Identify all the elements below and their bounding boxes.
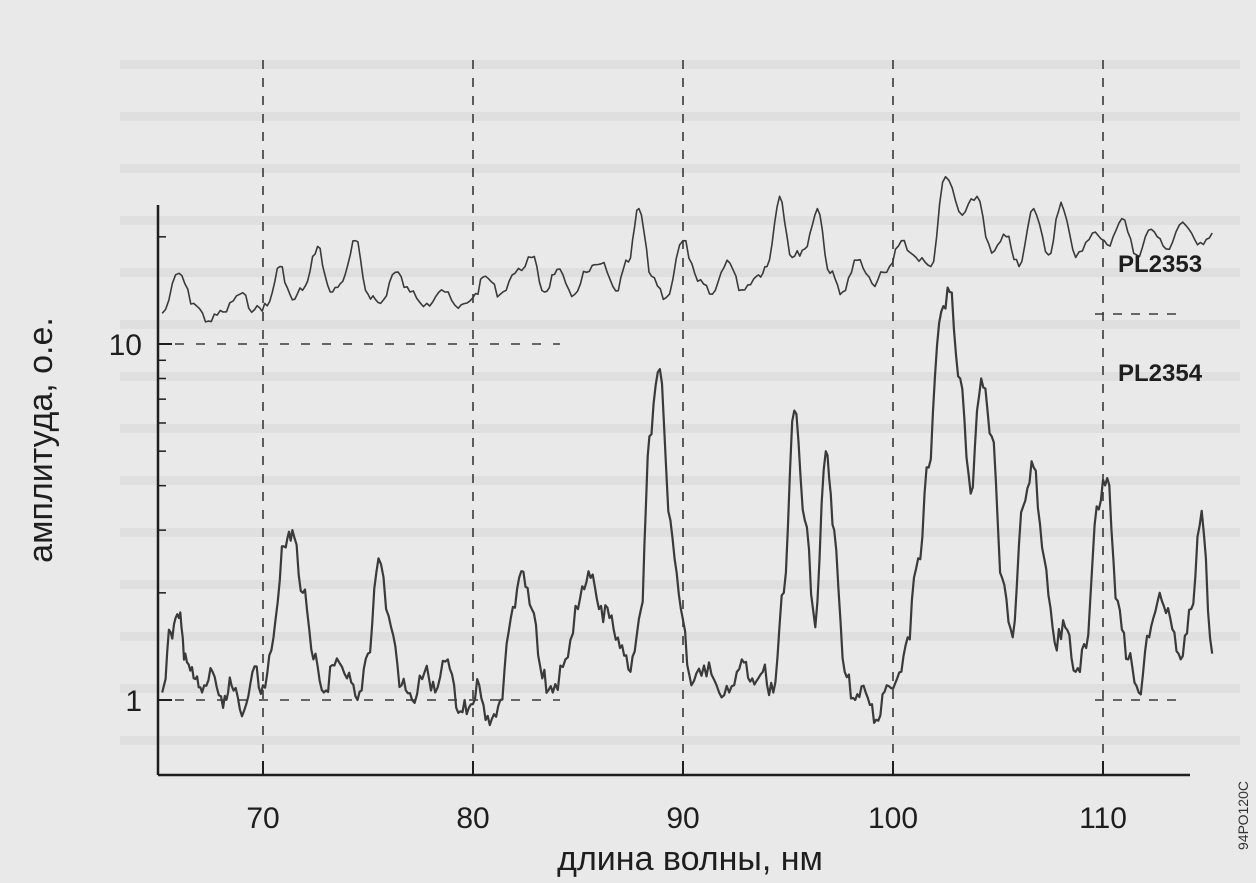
background-text-line [120, 632, 1240, 641]
background-text-line [120, 580, 1240, 589]
x-tick-label-90: 90 [666, 802, 699, 835]
x-ticks: 70 80 90 100 110 [246, 761, 1127, 835]
y-axis-title: амплитуда, о.е. [22, 317, 60, 563]
background-text-line [120, 528, 1240, 537]
x-tick-label-100: 100 [868, 802, 918, 835]
background-text-line [120, 476, 1240, 485]
background-text-line [120, 320, 1240, 329]
background-text-line [120, 268, 1240, 277]
y-ticks: 1 10 [109, 236, 172, 718]
series-line-pl2353 [161, 175, 1213, 323]
series-label-pl2353: PL2353 [1118, 251, 1202, 278]
y-tick-label-10: 10 [109, 329, 142, 362]
x-axis-title: длина волны, нм [557, 840, 823, 878]
background-text-line [120, 684, 1240, 693]
series-line-pl2354 [161, 286, 1214, 727]
chart-series [161, 175, 1214, 727]
background-text-line [120, 736, 1240, 745]
y-tick-label-1: 1 [125, 685, 142, 718]
background-text-line [120, 60, 1240, 69]
background-text-line [120, 112, 1240, 121]
background-text-line [120, 372, 1240, 381]
chart-axes [156, 205, 1190, 777]
series-label-pl2354: PL2354 [1118, 360, 1203, 387]
background-text-line [120, 164, 1240, 173]
x-tick-label-110: 110 [1079, 802, 1127, 835]
background-text [120, 60, 1240, 745]
background-text-line [120, 424, 1240, 433]
background-text-line [120, 216, 1240, 225]
figure-code: 94РО120С [1235, 781, 1251, 850]
x-tick-label-70: 70 [246, 802, 279, 835]
x-tick-label-80: 80 [456, 802, 489, 835]
